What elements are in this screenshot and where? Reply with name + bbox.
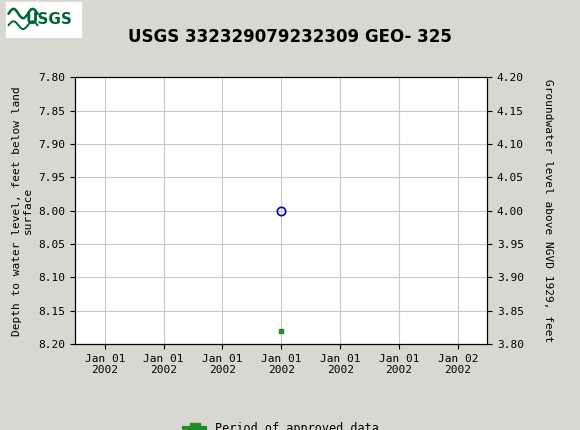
Text: USGS: USGS	[26, 12, 73, 27]
Legend: Period of approved data: Period of approved data	[179, 417, 383, 430]
FancyBboxPatch shape	[6, 2, 81, 37]
Y-axis label: Depth to water level, feet below land
surface: Depth to water level, feet below land su…	[12, 86, 33, 335]
Text: USGS 332329079232309 GEO- 325: USGS 332329079232309 GEO- 325	[128, 28, 452, 46]
Y-axis label: Groundwater level above NGVD 1929, feet: Groundwater level above NGVD 1929, feet	[543, 79, 553, 342]
